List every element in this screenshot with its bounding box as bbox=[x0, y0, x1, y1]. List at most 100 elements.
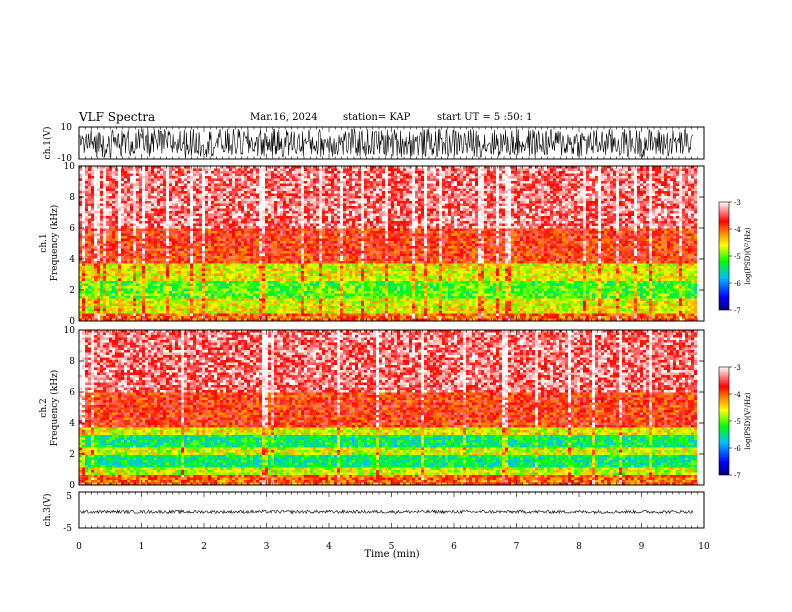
spectrogram-cell bbox=[154, 291, 157, 294]
spectrogram-cell bbox=[199, 206, 202, 209]
spectrogram-cell bbox=[274, 278, 277, 282]
spectrogram-cell bbox=[298, 223, 301, 227]
spectrogram-cell bbox=[208, 196, 211, 199]
spectrogram-cell bbox=[229, 191, 232, 194]
spectrogram-cell bbox=[103, 206, 106, 209]
spectrogram-cell bbox=[88, 313, 91, 317]
spectrogram-cell bbox=[112, 283, 115, 287]
spectrogram-cell bbox=[160, 168, 163, 172]
spectrogram-cell bbox=[232, 236, 235, 239]
spectrogram-cell bbox=[223, 273, 226, 277]
spectrogram-cell bbox=[289, 191, 292, 194]
spectrogram-cell bbox=[82, 246, 85, 249]
spectrogram-cell bbox=[292, 176, 295, 179]
spectrogram-cell bbox=[223, 238, 226, 242]
spectrogram-cell bbox=[295, 316, 298, 319]
spectrogram-cell bbox=[310, 318, 313, 322]
spectrogram-cell bbox=[118, 278, 121, 282]
spectrogram-cell bbox=[226, 211, 229, 214]
spectrogram-cell bbox=[250, 253, 253, 257]
spectrogram-cell bbox=[199, 166, 202, 169]
spectrogram-cell bbox=[232, 176, 235, 179]
spectrogram-cell bbox=[256, 243, 259, 247]
spectrogram-cell bbox=[133, 291, 136, 294]
spectrogram-cell bbox=[109, 188, 112, 192]
spectrogram-cell bbox=[109, 193, 112, 197]
spectrogram-cell bbox=[253, 191, 256, 194]
spectrogram-cell bbox=[148, 281, 151, 284]
spectrogram-cell bbox=[184, 306, 187, 309]
spectrogram-cell bbox=[163, 181, 166, 184]
spectrogram-cell bbox=[97, 191, 100, 194]
spectrogram-cell bbox=[157, 168, 160, 172]
spectrogram-cell bbox=[274, 206, 277, 209]
spectrogram-cell bbox=[280, 238, 283, 242]
spectrogram-cell bbox=[262, 248, 265, 252]
spectrogram-cell bbox=[301, 281, 304, 284]
spectrogram-cell bbox=[205, 283, 208, 287]
spectrogram-cell bbox=[292, 188, 295, 192]
spectrogram-cell bbox=[133, 261, 136, 264]
spectrogram-cell bbox=[295, 306, 298, 309]
spectrogram-cell bbox=[232, 311, 235, 314]
spectrogram-cell bbox=[151, 278, 154, 282]
spectrogram-cell bbox=[151, 231, 154, 234]
spectrogram-cell bbox=[145, 253, 148, 257]
spectrogram-cell bbox=[139, 201, 142, 204]
spectrogram-cell bbox=[79, 176, 82, 179]
spectrogram-cell bbox=[214, 278, 217, 282]
spectrogram-cell bbox=[247, 278, 250, 282]
spectrogram-cell bbox=[97, 216, 100, 219]
spectrogram-cell bbox=[310, 276, 313, 279]
spectrogram-cell bbox=[112, 231, 115, 234]
spectrogram-cell bbox=[304, 301, 307, 304]
spectrogram-cell bbox=[136, 276, 139, 279]
spectrogram-cell bbox=[313, 238, 316, 242]
spectrogram-cell bbox=[268, 271, 271, 274]
spectrogram-cell bbox=[241, 238, 244, 242]
spectrogram-cell bbox=[109, 271, 112, 274]
spectrogram-cell bbox=[130, 303, 133, 307]
spectrogram-cell bbox=[181, 191, 184, 194]
spectrogram-cell bbox=[208, 221, 211, 224]
spectrogram-cell bbox=[217, 171, 220, 174]
spectrogram-cell bbox=[154, 216, 157, 219]
spectrogram-cell bbox=[130, 281, 133, 284]
spectrogram-cell bbox=[178, 306, 181, 309]
spectrogram-cell bbox=[253, 263, 256, 267]
spectrogram-cell bbox=[193, 291, 196, 294]
spectrogram-cell bbox=[160, 176, 163, 179]
spectrogram-cell bbox=[304, 308, 307, 312]
spectrogram-cell bbox=[139, 178, 142, 182]
spectrogram-cell bbox=[142, 283, 145, 287]
spectrogram-cell bbox=[289, 176, 292, 179]
spectrogram-cell bbox=[175, 251, 178, 254]
spectrogram-cell bbox=[88, 258, 91, 262]
spectrogram-cell bbox=[157, 171, 160, 174]
spectrogram-cell bbox=[181, 201, 184, 204]
spectrogram-cell bbox=[106, 211, 109, 214]
spectrogram-cell bbox=[247, 291, 250, 294]
spectrogram-cell bbox=[226, 256, 229, 259]
spectrogram-cell bbox=[94, 238, 97, 242]
spectrogram-cell bbox=[121, 211, 124, 214]
spectrogram-cell bbox=[130, 208, 133, 212]
spectrogram-cell bbox=[253, 251, 256, 254]
spectrogram-cell bbox=[220, 283, 223, 287]
spectrogram-cell bbox=[241, 308, 244, 312]
spectrogram-cell bbox=[295, 218, 298, 222]
spectrogram-cell bbox=[106, 216, 109, 219]
spectrogram-cell bbox=[136, 268, 139, 272]
spectrogram-cell bbox=[265, 273, 268, 277]
spectrogram-cell bbox=[181, 313, 184, 317]
spectrogram-cell bbox=[118, 318, 121, 322]
spectrogram-cell bbox=[301, 241, 304, 244]
spectrogram-cell bbox=[127, 313, 130, 317]
spectrogram-cell bbox=[91, 306, 94, 309]
spectrogram-cell bbox=[277, 278, 280, 282]
spectrogram-cell bbox=[145, 218, 148, 222]
spectrogram-cell bbox=[163, 233, 166, 237]
spectrogram-cell bbox=[154, 231, 157, 234]
spectrogram-cell bbox=[274, 188, 277, 192]
spectrogram-cell bbox=[271, 271, 274, 274]
